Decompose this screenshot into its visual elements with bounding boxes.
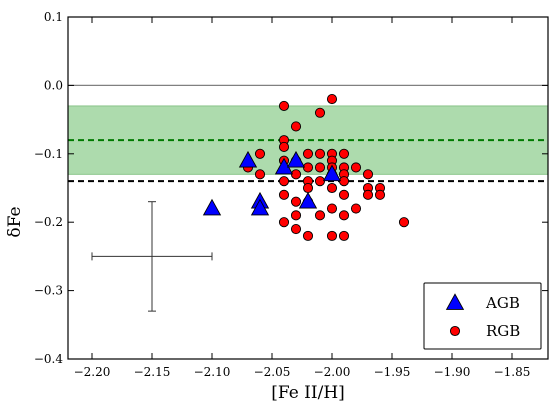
- point-agb-7: [298, 191, 318, 209]
- point-rgb-17: [302, 148, 314, 159]
- x-tick-label: −2.05: [254, 365, 291, 379]
- y-tick-label: −0.4: [34, 352, 64, 366]
- y-tick-label: −0.2: [34, 215, 63, 229]
- error-bar: [91, 201, 213, 312]
- point-rgb-33: [326, 182, 338, 194]
- point-rgb-23: [314, 107, 326, 118]
- point-rgb-27: [314, 210, 326, 221]
- point-rgb-24: [314, 148, 326, 159]
- plot-frame: [67, 16, 549, 360]
- point-rgb-47: [362, 189, 374, 200]
- point-agb-8: [322, 164, 342, 182]
- point-rgb-16: [290, 223, 302, 235]
- series-agb: [202, 150, 342, 216]
- point-rgb-50: [398, 217, 410, 228]
- legend-marker-rgb: [449, 325, 461, 337]
- point-rgb-40: [338, 189, 350, 200]
- x-tick-label: −2.15: [134, 365, 171, 379]
- point-rgb-49: [374, 189, 386, 200]
- point-rgb-6: [278, 141, 290, 153]
- x-tick-label: −1.85: [494, 365, 531, 379]
- legend-label-agb: AGB: [485, 294, 520, 312]
- point-rgb-10: [278, 217, 290, 228]
- point-rgb-22: [302, 230, 314, 241]
- axes-frame: −2.20 −2.15 −2.10 −2.05 −2.00 −1.95 −1.90 −1.85…: [34, 10, 549, 379]
- point-rgb-15: [290, 210, 302, 221]
- point-rgb-44: [350, 203, 362, 214]
- point-rgb-4: [278, 100, 290, 111]
- point-rgb-14: [290, 196, 302, 207]
- point-rgb-25: [314, 162, 326, 173]
- x-tick-label: −2.10: [194, 365, 231, 379]
- point-rgb-3: [254, 169, 266, 180]
- point-rgb-20: [302, 182, 314, 194]
- point-agb-6: [286, 150, 306, 168]
- x-tick-label: −2.00: [314, 365, 351, 379]
- plot-area: [68, 84, 548, 312]
- y-axis-title: δFe: [5, 206, 25, 237]
- point-rgb-35: [326, 230, 338, 241]
- point-rgb-28: [326, 94, 338, 105]
- x-axis-title: [Fe II/H]: [271, 383, 345, 403]
- point-agb-1: [202, 198, 222, 216]
- point-agb-2: [238, 150, 258, 168]
- x-tick-label: −1.90: [434, 365, 471, 379]
- y-tick-label: 0.1: [44, 10, 63, 24]
- y-tick-label: −0.1: [34, 147, 63, 161]
- x-tick-label: −2.20: [74, 365, 111, 379]
- point-agb-4: [250, 198, 270, 216]
- point-rgb-8: [278, 176, 290, 187]
- point-rgb-2: [254, 148, 266, 159]
- point-rgb-45: [362, 169, 374, 180]
- legend: AGB RGB: [423, 282, 542, 350]
- point-rgb-34: [326, 203, 338, 214]
- point-rgb-42: [338, 230, 350, 241]
- y-tick-label: −0.3: [34, 284, 63, 298]
- x-tick-label: −1.95: [374, 365, 411, 379]
- legend-box: [423, 282, 542, 350]
- point-rgb-36: [338, 148, 350, 159]
- legend-marker-agb: [445, 293, 465, 310]
- point-rgb-41: [338, 210, 350, 221]
- y-tick-label: 0.0: [44, 78, 63, 92]
- legend-label-rgb: RGB: [486, 322, 520, 340]
- point-rgb-9: [278, 189, 290, 200]
- point-rgb-43: [350, 162, 362, 173]
- point-rgb-11: [290, 121, 302, 132]
